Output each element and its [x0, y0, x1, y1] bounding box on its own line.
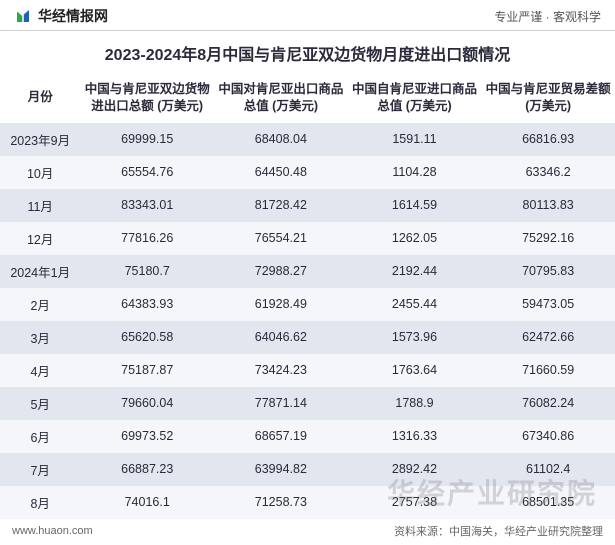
cell-value: 65620.58 — [80, 321, 214, 354]
cell-value: 1614.59 — [348, 189, 482, 222]
table-row: 12月77816.2676554.211262.0575292.16 — [0, 222, 615, 255]
cell-month: 3月 — [0, 321, 80, 354]
cell-value: 77816.26 — [80, 222, 214, 255]
cell-value: 75180.7 — [80, 255, 214, 288]
cell-month: 7月 — [0, 453, 80, 486]
col-header-import: 中国自肯尼亚进口商品总值 (万美元) — [348, 73, 482, 123]
cell-value: 2455.44 — [348, 288, 482, 321]
table-row: 2月64383.9361928.492455.4459473.05 — [0, 288, 615, 321]
table-body: 2023年9月69999.1568408.041591.1166816.9310… — [0, 123, 615, 519]
cell-value: 76554.21 — [214, 222, 348, 255]
cell-month: 12月 — [0, 222, 80, 255]
cell-value: 1104.28 — [348, 156, 482, 189]
col-header-balance: 中国与肯尼亚贸易差额 (万美元) — [481, 73, 615, 123]
cell-value: 1262.05 — [348, 222, 482, 255]
table-row: 8月74016.171258.732757.3868501.35 — [0, 486, 615, 519]
cell-value: 62472.66 — [481, 321, 615, 354]
data-table: 月份 中国与肯尼亚双边货物进出口总额 (万美元) 中国对肯尼亚出口商品总值 (万… — [0, 73, 615, 519]
footer-source: 资料来源：中国海关，华经产业研究院整理 — [394, 523, 603, 539]
cell-value: 73424.23 — [214, 354, 348, 387]
page-title: 2023-2024年8月中国与肯尼亚双边货物月度进出口额情况 — [0, 31, 615, 73]
cell-value: 1763.64 — [348, 354, 482, 387]
table-row: 6月69973.5268657.191316.3367340.86 — [0, 420, 615, 453]
cell-value: 77871.14 — [214, 387, 348, 420]
cell-value: 75292.16 — [481, 222, 615, 255]
cell-value: 68408.04 — [214, 123, 348, 156]
table-row: 7月66887.2363994.822892.4261102.4 — [0, 453, 615, 486]
cell-value: 70795.83 — [481, 255, 615, 288]
col-header-total: 中国与肯尼亚双边货物进出口总额 (万美元) — [80, 73, 214, 123]
cell-value: 83343.01 — [80, 189, 214, 222]
cell-value: 79660.04 — [80, 387, 214, 420]
cell-value: 72988.27 — [214, 255, 348, 288]
cell-value: 2757.38 — [348, 486, 482, 519]
footer-bar: www.huaon.com 资料来源：中国海关，华经产业研究院整理 — [0, 519, 615, 545]
col-header-export: 中国对肯尼亚出口商品总值 (万美元) — [214, 73, 348, 123]
table-row: 11月83343.0181728.421614.5980113.83 — [0, 189, 615, 222]
cell-value: 71258.73 — [214, 486, 348, 519]
cell-value: 69999.15 — [80, 123, 214, 156]
cell-value: 71660.59 — [481, 354, 615, 387]
footer-site: www.huaon.com — [12, 525, 93, 537]
cell-month: 11月 — [0, 189, 80, 222]
cell-value: 2892.42 — [348, 453, 482, 486]
header-slogan: 专业严谨 · 客观科学 — [494, 8, 601, 25]
cell-value: 64046.62 — [214, 321, 348, 354]
cell-month: 2月 — [0, 288, 80, 321]
cell-month: 5月 — [0, 387, 80, 420]
logo-icon — [14, 7, 32, 25]
table-row: 2024年1月75180.772988.272192.4470795.83 — [0, 255, 615, 288]
cell-value: 1316.33 — [348, 420, 482, 453]
cell-value: 2192.44 — [348, 255, 482, 288]
brand-block: 华经情报网 — [14, 6, 108, 26]
cell-value: 75187.87 — [80, 354, 214, 387]
cell-value: 64383.93 — [80, 288, 214, 321]
cell-month: 4月 — [0, 354, 80, 387]
cell-value: 69973.52 — [80, 420, 214, 453]
col-header-month: 月份 — [0, 73, 80, 123]
cell-value: 80113.83 — [481, 189, 615, 222]
cell-month: 8月 — [0, 486, 80, 519]
cell-value: 1788.9 — [348, 387, 482, 420]
cell-value: 63994.82 — [214, 453, 348, 486]
cell-month: 6月 — [0, 420, 80, 453]
cell-value: 1591.11 — [348, 123, 482, 156]
table-row: 2023年9月69999.1568408.041591.1166816.93 — [0, 123, 615, 156]
cell-value: 74016.1 — [80, 486, 214, 519]
table-row: 5月79660.0477871.141788.976082.24 — [0, 387, 615, 420]
cell-value: 66816.93 — [481, 123, 615, 156]
cell-value: 66887.23 — [80, 453, 214, 486]
table-row: 10月65554.7664450.481104.2863346.2 — [0, 156, 615, 189]
cell-value: 63346.2 — [481, 156, 615, 189]
cell-value: 68657.19 — [214, 420, 348, 453]
cell-value: 61102.4 — [481, 453, 615, 486]
brand-name: 华经情报网 — [38, 6, 108, 26]
cell-month: 10月 — [0, 156, 80, 189]
cell-value: 68501.35 — [481, 486, 615, 519]
cell-value: 64450.48 — [214, 156, 348, 189]
cell-month: 2023年9月 — [0, 123, 80, 156]
cell-value: 76082.24 — [481, 387, 615, 420]
table-row: 3月65620.5864046.621573.9662472.66 — [0, 321, 615, 354]
cell-value: 67340.86 — [481, 420, 615, 453]
cell-value: 81728.42 — [214, 189, 348, 222]
table-head: 月份 中国与肯尼亚双边货物进出口总额 (万美元) 中国对肯尼亚出口商品总值 (万… — [0, 73, 615, 123]
header-bar: 华经情报网 专业严谨 · 客观科学 — [0, 0, 615, 31]
cell-value: 61928.49 — [214, 288, 348, 321]
cell-value: 59473.05 — [481, 288, 615, 321]
table-row: 4月75187.8773424.231763.6471660.59 — [0, 354, 615, 387]
cell-value: 65554.76 — [80, 156, 214, 189]
cell-value: 1573.96 — [348, 321, 482, 354]
cell-month: 2024年1月 — [0, 255, 80, 288]
